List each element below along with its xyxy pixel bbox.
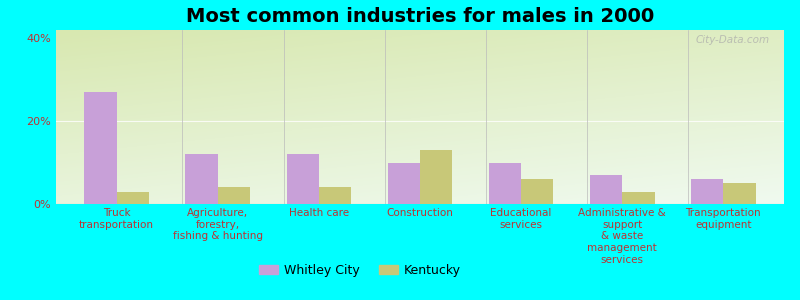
Bar (388, 163, 420, 204)
Bar (286, 154, 319, 204)
Bar (521, 179, 554, 204)
Bar (723, 183, 756, 204)
Bar (420, 150, 452, 204)
Bar (117, 192, 149, 204)
Title: Most common industries for males in 2000: Most common industries for males in 2000 (186, 7, 654, 26)
Text: City-Data.com: City-Data.com (695, 35, 770, 45)
Bar (319, 188, 351, 204)
Bar (622, 192, 654, 204)
Bar (186, 154, 218, 204)
Bar (218, 188, 250, 204)
Bar (489, 163, 521, 204)
Bar (84, 92, 117, 204)
Legend: Whitley City, Kentucky: Whitley City, Kentucky (254, 259, 466, 282)
Bar (691, 179, 723, 204)
Bar (590, 175, 622, 204)
